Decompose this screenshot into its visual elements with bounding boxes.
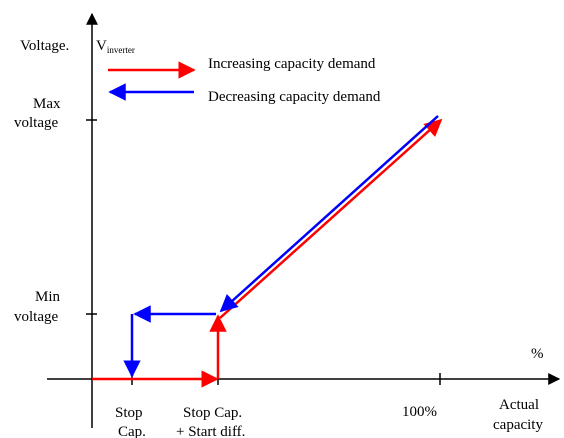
v-inverter-subscript: inverter (107, 45, 135, 55)
legend-increasing-label: Increasing capacity demand (208, 56, 376, 72)
percent-label: % (531, 346, 544, 362)
stop-cap-label-line2: Cap. (118, 424, 146, 438)
actual-capacity-label-line1: Actual (499, 397, 539, 413)
start-diff-label-line2: + Start diff. (176, 424, 245, 438)
hundred-percent-label: 100% (402, 404, 437, 420)
v-inverter-label: Vinverter (96, 38, 135, 55)
max-voltage-label-line2: voltage (14, 115, 58, 131)
stop-cap-label-line1: Stop (115, 405, 143, 421)
start-diff-label-line1: Stop Cap. (183, 405, 242, 421)
increasing-path-ramp (219, 118, 443, 319)
legend-decreasing-label: Decreasing capacity demand (208, 89, 381, 105)
y-axis-title: Voltage. (20, 38, 69, 54)
actual-capacity-label-line2: capacity (493, 417, 543, 433)
v-inverter-main: V (96, 38, 107, 54)
max-voltage-label-line1: Max (33, 96, 61, 112)
min-voltage-label-line1: Min (35, 289, 61, 305)
decreasing-path-ramp (219, 115, 439, 313)
min-voltage-label-line2: voltage (14, 309, 58, 325)
